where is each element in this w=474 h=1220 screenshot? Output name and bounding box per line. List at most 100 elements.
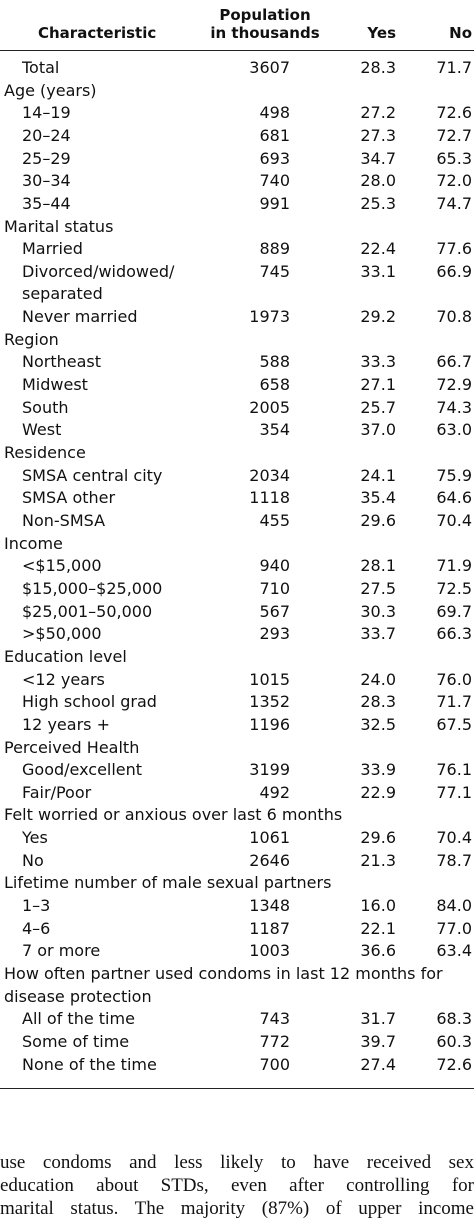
row-label: <12 years [22, 669, 105, 689]
population-cell: 693 [259, 148, 290, 168]
group-label: Marital status [4, 216, 114, 236]
table-bottom-rule [0, 1088, 474, 1089]
no-cell: 72.9 [436, 375, 472, 395]
no-cell: 75.9 [436, 465, 472, 485]
no-cell: 78.7 [436, 850, 472, 870]
population-cell: 745 [259, 261, 290, 281]
population-cell: 940 [259, 556, 290, 576]
header-cell: Population in thousands [210, 6, 320, 42]
no-cell: 74.7 [436, 193, 472, 213]
yes-cell: 27.2 [360, 103, 396, 123]
yes-cell: 30.3 [360, 601, 396, 621]
yes-cell: 29.6 [360, 828, 396, 848]
row-label: Married [22, 239, 83, 259]
row-label: Fair/Poor [22, 782, 92, 802]
population-cell: 2646 [249, 850, 290, 870]
row-label: High school grad [22, 692, 157, 712]
group-label: Age (years) [4, 80, 97, 100]
yes-cell: 37.0 [360, 420, 396, 440]
row-label: 14–19 [22, 103, 71, 123]
yes-cell: 32.5 [360, 714, 396, 734]
yes-cell: 22.4 [360, 239, 396, 259]
yes-cell: 36.6 [360, 941, 396, 961]
row-label: SMSA other [22, 488, 116, 508]
no-cell: 70.4 [436, 828, 472, 848]
population-cell: 1348 [249, 896, 290, 916]
yes-cell: 39.7 [360, 1031, 396, 1051]
row-label: Midwest [22, 375, 88, 395]
row-label: 25–29 [22, 148, 71, 168]
row-label: No [22, 850, 44, 870]
group-label: Region [4, 329, 59, 349]
population-cell: 3199 [249, 760, 290, 780]
yes-cell: 34.7 [360, 148, 396, 168]
population-cell: 772 [259, 1031, 290, 1051]
population-cell: 700 [259, 1054, 290, 1074]
no-cell: 66.9 [436, 261, 472, 281]
row-label: 1–3 [22, 896, 51, 916]
group-label: Income [4, 533, 63, 553]
row-label: Some of time [22, 1031, 130, 1051]
row-label: None of the time [22, 1054, 157, 1074]
population-cell: 740 [259, 171, 290, 191]
yes-cell: 28.1 [360, 556, 396, 576]
group-label: Residence [4, 443, 86, 463]
no-cell: 63.0 [436, 420, 472, 440]
yes-cell: 28.0 [360, 171, 396, 191]
population-cell: 498 [259, 103, 290, 123]
group-label: Lifetime number of male sexual partners [4, 873, 332, 893]
population-cell: 567 [259, 601, 290, 621]
row-label: Never married [22, 307, 138, 327]
row-label: 35–44 [22, 193, 71, 213]
body-text-line: use condoms and less likely to have rece… [0, 1152, 474, 1173]
yes-cell: 29.2 [360, 307, 396, 327]
population-cell: 1015 [249, 669, 290, 689]
row-label: Total [22, 58, 60, 77]
group-label: How often partner used condoms in last 1… [4, 964, 443, 1006]
yes-cell: 33.9 [360, 760, 396, 780]
yes-cell: 27.1 [360, 375, 396, 395]
yes-cell: 35.4 [360, 488, 396, 508]
no-cell: 69.7 [436, 601, 472, 621]
no-cell: 72.7 [436, 125, 472, 145]
row-label: $25,001–50,000 [22, 601, 153, 621]
group-label: Education level [4, 646, 127, 666]
no-cell: 72.6 [436, 1054, 472, 1074]
population-cell: 2005 [249, 397, 290, 417]
population-cell: 710 [259, 578, 290, 598]
header-cell: Yes [367, 24, 396, 42]
header-rule [0, 50, 474, 51]
yes-cell: 31.7 [360, 1009, 396, 1029]
no-cell: 71.7 [436, 58, 472, 77]
row-label: <$15,000 [22, 556, 102, 576]
yes-cell: 25.3 [360, 193, 396, 213]
row-label: South [22, 397, 69, 417]
no-cell: 64.6 [436, 488, 472, 508]
no-cell: 72.6 [436, 103, 472, 123]
population-cell: 3607 [249, 58, 290, 77]
row-label: Yes [22, 828, 48, 848]
no-cell: 67.5 [436, 714, 472, 734]
no-cell: 74.3 [436, 397, 472, 417]
body-text-line: education about STDs, even after control… [0, 1175, 474, 1196]
yes-cell: 27.5 [360, 578, 396, 598]
body-text-line: marital status. The majority (87%) of up… [0, 1198, 474, 1219]
population-cell: 492 [259, 782, 290, 802]
yes-cell: 21.3 [360, 850, 396, 870]
row-label: Non-SMSA [22, 511, 106, 530]
no-cell: 76.1 [436, 760, 472, 780]
group-label: Perceived Health [4, 737, 140, 757]
yes-cell: 24.0 [360, 669, 396, 689]
header-cell: No [449, 24, 472, 42]
no-cell: 77.6 [436, 239, 472, 259]
row-label: 30–34 [22, 171, 71, 191]
yes-cell: 27.4 [360, 1054, 396, 1074]
yes-cell: 25.7 [360, 397, 396, 417]
no-cell: 65.3 [436, 148, 472, 168]
population-cell: 455 [259, 511, 290, 530]
population-cell: 658 [259, 375, 290, 395]
no-cell: 72.5 [436, 578, 472, 598]
population-cell: 1061 [249, 828, 290, 848]
yes-cell: 28.3 [360, 58, 396, 77]
